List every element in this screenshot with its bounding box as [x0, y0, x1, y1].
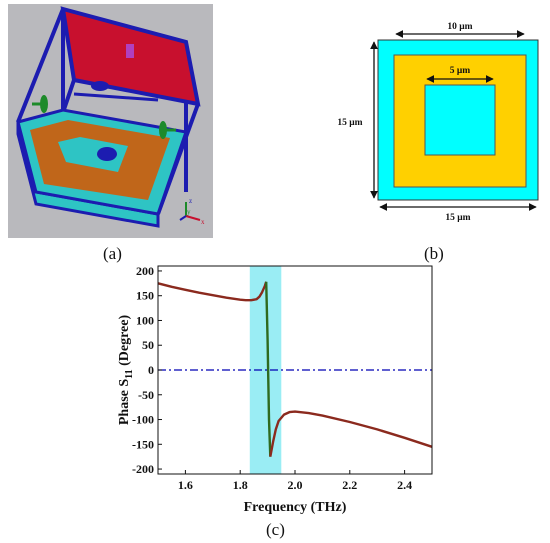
inner-cyan-patch [58, 137, 128, 172]
y-axis-title-sub: 11 [124, 369, 135, 378]
bottom-port-disc [97, 147, 117, 161]
phase-series-line-2 [265, 281, 272, 457]
axis-triad: z y x [179, 197, 205, 226]
unit-cell-3d-model: z y x [8, 4, 213, 238]
axis-label-x: x [201, 218, 205, 226]
y-tick-label: -200 [132, 462, 154, 476]
x-tick-label: 2.2 [342, 478, 357, 492]
y-axis-title-main: Phase S [117, 379, 132, 426]
phase-series-line-3 [269, 410, 433, 457]
y-tick-label: -150 [132, 437, 154, 451]
bottom-dimension-label: 15 μm [445, 213, 470, 223]
y-tick-label: 100 [136, 313, 154, 327]
panel-b-label: (b) [424, 244, 444, 263]
unit-cell-dimensions: 10 μm 5 μm 15 μm 15 μm [337, 22, 539, 223]
phase-series-line-1 [157, 281, 268, 302]
x-tick-label: 1.6 [178, 478, 193, 492]
height-dimension-label: 15 μm [337, 118, 362, 128]
top-dimension-label: 10 μm [447, 22, 472, 32]
inner-dimension-label: 5 μm [450, 66, 471, 76]
axis-label-y: y [187, 208, 191, 216]
y-tick-label: 200 [136, 264, 154, 278]
y-axis-title: Phase S11 (Degree) [117, 315, 135, 426]
x-tick-label: 2.0 [288, 478, 303, 492]
panel-a-label: (a) [103, 244, 122, 263]
top-plate-marker [126, 44, 134, 58]
x-tick-label: 2.4 [397, 478, 412, 492]
y-tick-label: 150 [136, 289, 154, 303]
left-port-icon [32, 95, 48, 113]
x-tick-label: 1.8 [233, 478, 248, 492]
axis-label-z: z [189, 197, 192, 205]
inner-square [424, 84, 496, 156]
y-tick-label: -50 [138, 388, 154, 402]
x-axis-title: Frequency (THz) [244, 500, 347, 515]
frame-edge [73, 92, 159, 102]
y-tick-label: -100 [132, 413, 154, 427]
plot-frame [157, 265, 433, 475]
y-axis-title-unit: (Degree) [117, 315, 132, 370]
y-tick-label: 0 [148, 363, 154, 377]
right-port-icon [159, 121, 176, 139]
y-tick-label: 50 [142, 338, 154, 352]
phase-chart: 1.6 1.8 2.0 2.2 2.4 200 150 100 50 0 -50 -100 -150 -2… [117, 264, 433, 515]
frame-edge [16, 8, 65, 123]
top-port-disc [91, 81, 109, 91]
panel-c-label: (c) [266, 520, 285, 539]
